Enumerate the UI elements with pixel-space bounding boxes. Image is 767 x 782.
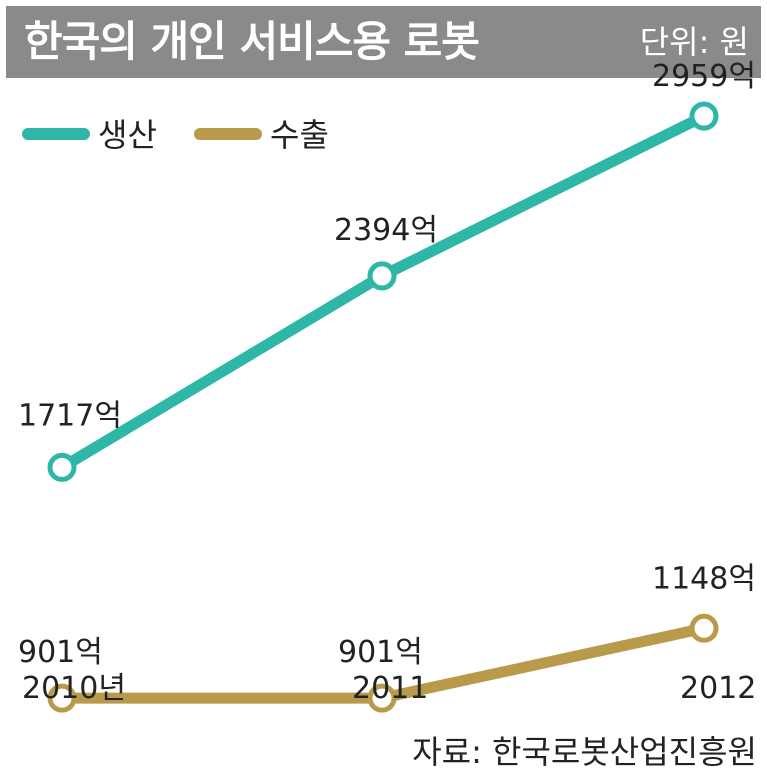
chart-header: 한국의 개인 서비스용 로봇 단위: 원 [6, 6, 761, 78]
source-note: 자료: 한국로봇산업진흥원 [412, 733, 757, 771]
data-point-0-2 [689, 101, 719, 131]
data-point-0-1 [367, 261, 397, 291]
data-label-0-0: 1717억 [18, 398, 122, 433]
x-tick-label-1: 2011 [352, 671, 428, 706]
data-label-0-2: 2959억 [652, 59, 756, 94]
legend-label-0: 생산 [98, 116, 157, 154]
data-label-0-1: 2394억 [334, 213, 438, 248]
data-point-1-0 [47, 683, 77, 713]
data-point-1-2 [689, 613, 719, 643]
data-label-1-2: 1148억 [652, 561, 756, 596]
data-label-1-1: 901억 [338, 635, 423, 670]
x-tick-label-2: 2012 [680, 671, 756, 706]
legend-label-1: 수출 [270, 116, 329, 154]
series-line-0 [56, 110, 710, 473]
data-label-1-0: 901억 [18, 635, 103, 670]
data-point-1-1 [367, 683, 397, 713]
chart-title: 한국의 개인 서비스용 로봇 [24, 17, 480, 66]
unit-label: 단위: 원 [639, 23, 749, 61]
x-tick-label-0: 2010년 [22, 671, 126, 706]
data-point-0-0 [47, 452, 77, 482]
